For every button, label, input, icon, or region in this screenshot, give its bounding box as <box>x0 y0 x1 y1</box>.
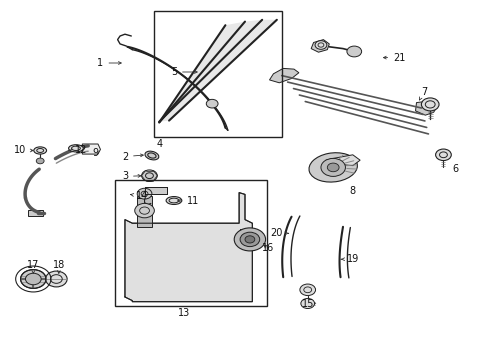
Polygon shape <box>145 187 167 194</box>
Circle shape <box>245 236 255 243</box>
Text: 16: 16 <box>263 243 274 253</box>
Circle shape <box>315 41 327 49</box>
Text: 14: 14 <box>130 191 148 201</box>
Circle shape <box>327 163 339 172</box>
Bar <box>115 180 267 306</box>
Polygon shape <box>125 193 252 302</box>
Polygon shape <box>311 40 329 52</box>
Circle shape <box>421 98 439 111</box>
Polygon shape <box>159 22 245 122</box>
Circle shape <box>46 271 67 287</box>
Circle shape <box>135 203 154 218</box>
Circle shape <box>142 170 157 181</box>
Circle shape <box>206 99 218 108</box>
Circle shape <box>25 273 41 285</box>
Text: 10: 10 <box>14 145 33 156</box>
Polygon shape <box>326 155 360 166</box>
Ellipse shape <box>309 153 357 182</box>
Circle shape <box>36 158 44 164</box>
Circle shape <box>347 46 362 57</box>
Polygon shape <box>159 20 277 122</box>
Text: 21: 21 <box>384 53 406 63</box>
Bar <box>154 11 282 137</box>
Text: 4: 4 <box>156 139 162 149</box>
Text: 5: 5 <box>171 67 197 77</box>
Polygon shape <box>82 144 100 154</box>
Text: 9: 9 <box>93 148 98 158</box>
Text: 17: 17 <box>27 260 40 273</box>
Circle shape <box>300 284 316 296</box>
Circle shape <box>137 188 152 199</box>
Bar <box>28 210 43 216</box>
Text: 8: 8 <box>350 186 356 196</box>
Text: 7: 7 <box>419 87 427 100</box>
Ellipse shape <box>145 151 159 160</box>
Polygon shape <box>240 229 250 248</box>
Polygon shape <box>137 196 152 227</box>
Ellipse shape <box>69 145 83 152</box>
Text: 13: 13 <box>177 308 190 318</box>
Circle shape <box>240 232 260 247</box>
Circle shape <box>301 298 315 309</box>
Ellipse shape <box>34 147 47 154</box>
Polygon shape <box>159 20 262 122</box>
Circle shape <box>436 149 451 161</box>
Text: 15: 15 <box>301 299 314 309</box>
Circle shape <box>321 158 345 176</box>
Text: 19: 19 <box>341 254 359 264</box>
Circle shape <box>234 228 266 251</box>
Text: 1: 1 <box>98 58 121 68</box>
Polygon shape <box>270 68 299 83</box>
Text: 11: 11 <box>178 196 200 206</box>
Text: 6: 6 <box>453 164 459 174</box>
Ellipse shape <box>166 197 182 204</box>
Text: 18: 18 <box>53 260 65 273</box>
Text: 20: 20 <box>270 228 289 238</box>
Polygon shape <box>416 101 437 115</box>
Text: 3: 3 <box>122 171 141 181</box>
Circle shape <box>21 270 46 288</box>
Text: 2: 2 <box>122 152 143 162</box>
Text: 12: 12 <box>69 145 87 156</box>
